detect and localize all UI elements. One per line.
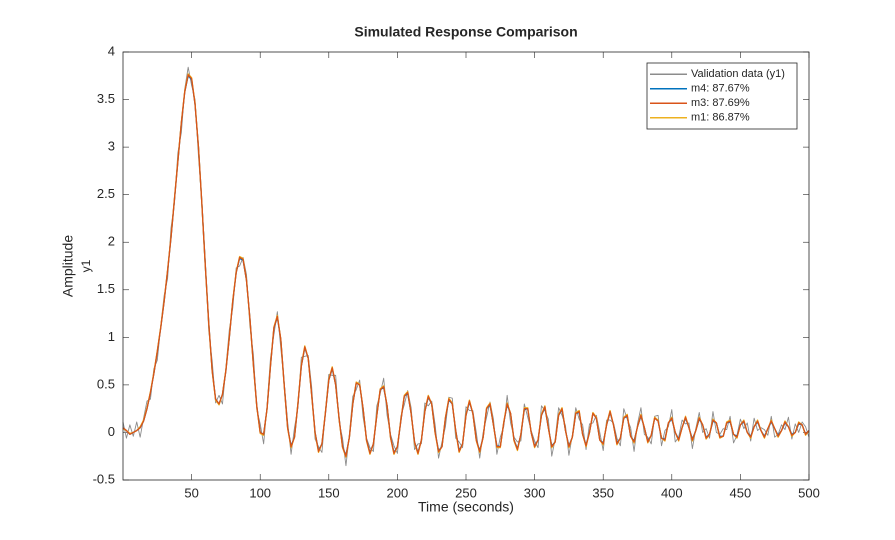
x-tick-label: 300 [524,485,546,500]
x-tick-label: 350 [592,485,614,500]
y-tick-label: 1 [108,329,115,344]
legend-label: m1: 86.87% [691,112,750,124]
x-axis-label: Time (seconds) [418,499,514,515]
y-tick-label: 1.5 [97,281,115,296]
y-tick-label: 2 [108,234,115,249]
y-tick-label: 0 [108,424,115,439]
y-tick-label: 2.5 [97,186,115,201]
x-tick-label: 150 [318,485,340,500]
x-tick-label: 400 [661,485,683,500]
x-tick-label: 450 [730,485,752,500]
x-tick-label: 500 [798,485,820,500]
x-tick-label: 200 [387,485,409,500]
y-axis-label: Amplitude [60,235,76,297]
y-tick-label: 3 [108,139,115,154]
x-tick-label: 250 [455,485,477,500]
x-tick-label: 50 [184,485,198,500]
y-tick-label: 4 [108,43,115,58]
y-tick-label: 0.5 [97,376,115,391]
chart-title: Simulated Response Comparison [354,24,577,40]
y-tick-label: 3.5 [97,91,115,106]
axes-box [122,51,810,481]
legend-label: m4: 87.67% [691,83,750,95]
x-tick-label: 100 [249,485,271,500]
y-tick-label: -0.5 [93,471,115,486]
legend-label: m3: 87.69% [691,97,750,109]
legend: Validation data (y1) m4: 87.67% m3: 87.69%… [646,62,798,130]
legend-label: Validation data (y1) [691,68,785,80]
series-line [122,74,810,457]
y-axis-sublabel: y1 [79,259,93,272]
